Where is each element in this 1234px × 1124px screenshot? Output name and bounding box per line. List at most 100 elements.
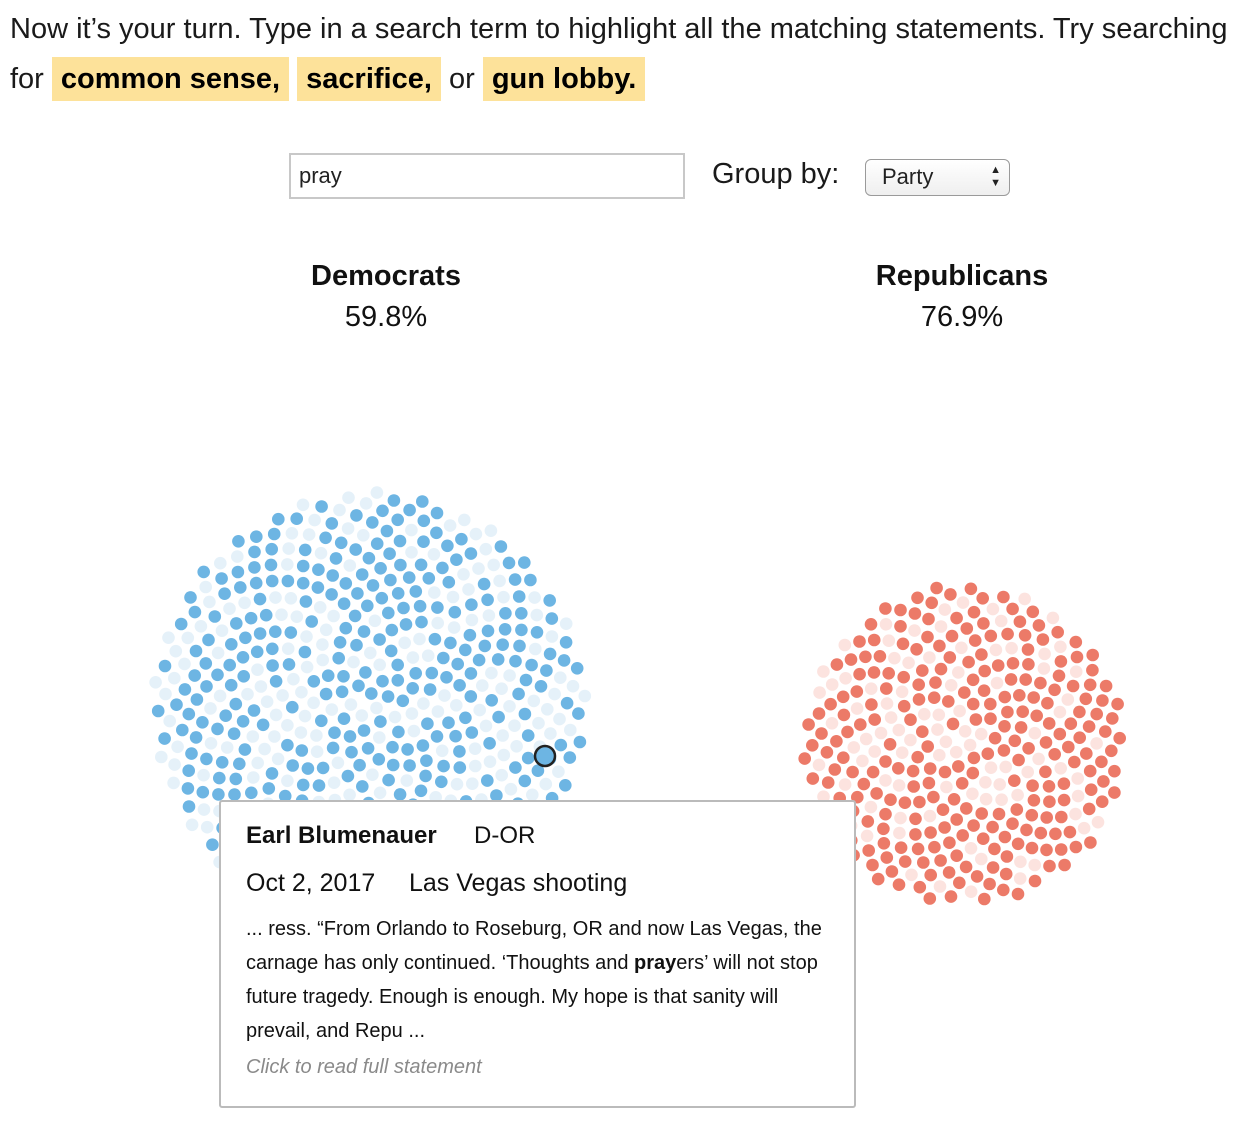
statement-dot[interactable] bbox=[211, 646, 225, 660]
statement-dot[interactable] bbox=[1113, 731, 1126, 745]
statement-dot[interactable] bbox=[844, 653, 858, 666]
statement-dot[interactable] bbox=[394, 558, 407, 572]
statement-dot[interactable] bbox=[359, 666, 372, 679]
statement-dot[interactable] bbox=[181, 782, 195, 795]
statement-dot[interactable] bbox=[402, 571, 416, 584]
statement-dot[interactable] bbox=[830, 658, 844, 671]
statement-dot[interactable] bbox=[923, 651, 936, 664]
statement-dot[interactable] bbox=[325, 517, 339, 530]
statement-dot[interactable] bbox=[997, 590, 1010, 604]
statement-dot[interactable] bbox=[1006, 602, 1019, 616]
statement-dot[interactable] bbox=[527, 694, 541, 708]
statement-dot[interactable] bbox=[188, 605, 202, 619]
statement-dot[interactable] bbox=[998, 830, 1012, 844]
statement-dot[interactable] bbox=[276, 689, 289, 702]
statement-dot[interactable] bbox=[220, 741, 234, 754]
statement-dot[interactable] bbox=[349, 543, 363, 556]
statement-dot[interactable] bbox=[234, 581, 247, 594]
statement-dot[interactable] bbox=[543, 647, 557, 661]
statement-dot[interactable] bbox=[1111, 697, 1124, 711]
statement-dot[interactable] bbox=[984, 697, 997, 711]
statement-dot[interactable] bbox=[287, 672, 300, 686]
statement-dot[interactable] bbox=[476, 679, 489, 692]
statement-dot[interactable] bbox=[949, 745, 963, 759]
statement-dot[interactable] bbox=[543, 594, 556, 607]
statement-dot[interactable] bbox=[319, 531, 332, 545]
statement-dot[interactable] bbox=[236, 651, 250, 664]
statement-dot[interactable] bbox=[528, 591, 541, 604]
statement-dot[interactable] bbox=[438, 689, 451, 702]
statement-dot[interactable] bbox=[453, 679, 466, 692]
statement-dot[interactable] bbox=[1106, 712, 1119, 725]
statement-dot[interactable] bbox=[478, 639, 492, 653]
suggestion-sacrifice[interactable]: sacrifice, bbox=[297, 57, 441, 101]
statement-dot[interactable] bbox=[986, 861, 1000, 874]
statement-dot[interactable] bbox=[924, 826, 937, 839]
statement-dot[interactable] bbox=[911, 750, 924, 764]
statement-dot[interactable] bbox=[975, 852, 988, 866]
statement-dot[interactable] bbox=[188, 669, 201, 682]
statement-dot[interactable] bbox=[958, 686, 971, 699]
statement-dot[interactable] bbox=[552, 765, 565, 778]
statement-dot[interactable] bbox=[231, 550, 244, 563]
statement-dot[interactable] bbox=[333, 503, 346, 517]
statement-dot[interactable] bbox=[884, 711, 898, 724]
statement-dot[interactable] bbox=[312, 779, 326, 792]
statement-dot[interactable] bbox=[296, 559, 310, 573]
statement-dot[interactable] bbox=[911, 842, 925, 856]
statement-dot[interactable] bbox=[960, 802, 973, 815]
statement-dot[interactable] bbox=[1006, 817, 1019, 830]
statement-dot[interactable] bbox=[230, 617, 243, 630]
statement-dot[interactable] bbox=[1073, 731, 1086, 744]
statement-dot[interactable] bbox=[1084, 783, 1098, 796]
statement-dot[interactable] bbox=[908, 624, 921, 637]
statement-dot[interactable] bbox=[327, 609, 340, 623]
statement-dot[interactable] bbox=[910, 643, 923, 656]
statement-dot[interactable] bbox=[1018, 592, 1031, 606]
statement-dot[interactable] bbox=[441, 539, 454, 553]
statement-dot[interactable] bbox=[988, 731, 1002, 745]
statement-dot[interactable] bbox=[248, 561, 261, 574]
statement-dot[interactable] bbox=[956, 596, 970, 609]
statement-dot[interactable] bbox=[199, 657, 213, 670]
statement-dot[interactable] bbox=[225, 638, 238, 651]
statement-dot[interactable] bbox=[964, 582, 978, 596]
statement-dot[interactable] bbox=[512, 687, 525, 701]
statement-dot[interactable] bbox=[266, 659, 279, 672]
statement-dot[interactable] bbox=[563, 751, 577, 764]
statement-dot[interactable] bbox=[1083, 764, 1097, 778]
statement-dot[interactable] bbox=[246, 730, 260, 743]
statement-dot[interactable] bbox=[373, 786, 387, 800]
statement-dot[interactable] bbox=[998, 720, 1011, 733]
statement-dot[interactable] bbox=[376, 504, 389, 518]
statement-dot[interactable] bbox=[896, 637, 910, 651]
statement-dot[interactable] bbox=[1083, 678, 1097, 692]
selected-statement-dot[interactable] bbox=[533, 744, 557, 768]
statement-dot[interactable] bbox=[508, 573, 522, 586]
statement-dot[interactable] bbox=[315, 714, 328, 728]
statement-dot[interactable] bbox=[200, 820, 214, 834]
statement-dot[interactable] bbox=[281, 738, 294, 752]
statement-dot[interactable] bbox=[393, 788, 407, 801]
statement-dot[interactable] bbox=[927, 790, 940, 804]
statement-dot[interactable] bbox=[487, 558, 501, 572]
statement-dot[interactable] bbox=[215, 572, 228, 585]
statement-dot[interactable] bbox=[1027, 691, 1040, 704]
statement-dot[interactable] bbox=[178, 657, 191, 671]
statement-dot[interactable] bbox=[168, 671, 181, 685]
statement-dot[interactable] bbox=[409, 667, 423, 680]
statement-dot[interactable] bbox=[1079, 692, 1093, 706]
statement-dot[interactable] bbox=[464, 667, 478, 680]
statement-dot[interactable] bbox=[908, 607, 922, 620]
statement-dot[interactable] bbox=[967, 605, 981, 619]
suggestion-gun-lobby[interactable]: gun lobby. bbox=[482, 57, 646, 101]
statement-dot[interactable] bbox=[1108, 786, 1121, 799]
statement-dot[interactable] bbox=[939, 735, 953, 749]
statement-dot[interactable] bbox=[386, 740, 399, 754]
statement-dot[interactable] bbox=[212, 788, 225, 801]
statement-dot[interactable] bbox=[319, 687, 333, 701]
statement-dot[interactable] bbox=[227, 727, 241, 740]
statement-dot[interactable] bbox=[403, 503, 416, 517]
statement-dot[interactable] bbox=[1001, 627, 1014, 641]
statement-dot[interactable] bbox=[440, 671, 453, 684]
